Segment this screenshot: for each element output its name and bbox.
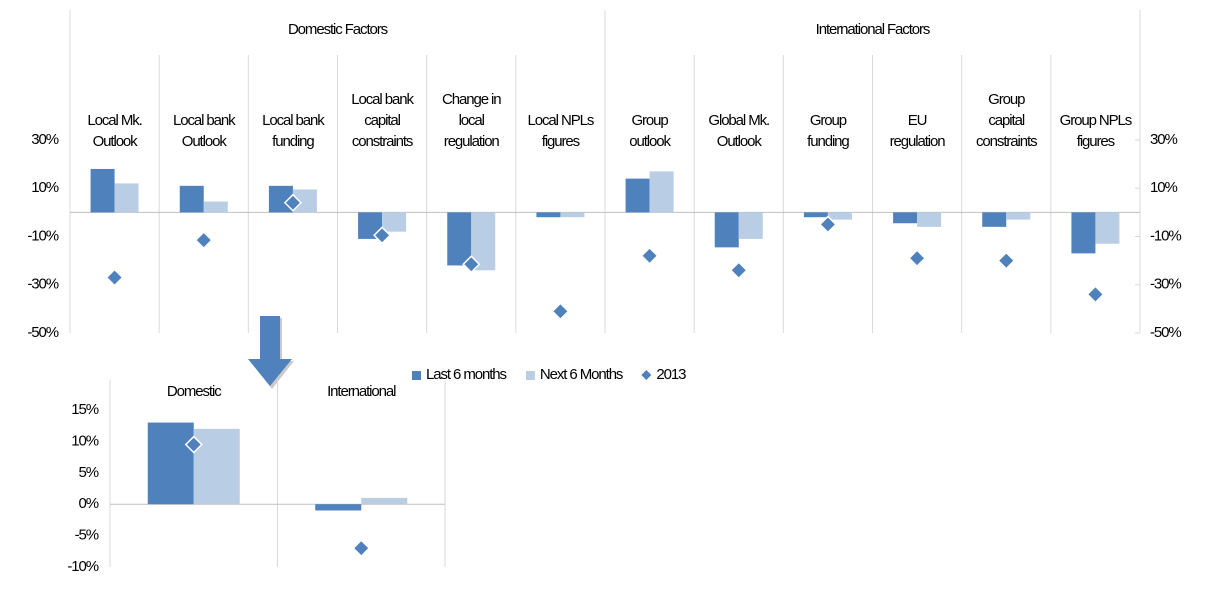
y-tick-label-right: -50%	[1150, 324, 1181, 341]
marker	[105, 268, 124, 287]
legend-swatch	[641, 370, 652, 380]
y-tick-label: 30%	[31, 131, 58, 148]
marker	[283, 193, 302, 212]
x-tick-label: Local bank	[351, 91, 414, 108]
x-tick-label: Group NPLs	[1060, 112, 1132, 129]
y-tick-label-right: 30%	[1150, 131, 1177, 148]
group-label: Domestic Factors	[288, 21, 388, 38]
marker	[818, 215, 837, 234]
x-tick-label: Local NPLs	[528, 112, 594, 129]
marker	[352, 539, 371, 558]
bar	[714, 212, 739, 248]
legend-label: Next 6 Months	[540, 366, 623, 383]
bar	[114, 183, 139, 213]
x-tick-label: funding	[807, 133, 849, 150]
marker	[908, 249, 927, 268]
x-tick-label: constraints	[976, 133, 1037, 150]
x-tick-label: figures	[1077, 133, 1115, 150]
bar	[625, 178, 650, 213]
x-tick-label: Local Mk.	[87, 112, 141, 129]
x-tick-label: Outlook	[717, 133, 763, 150]
bar	[447, 212, 472, 266]
x-tick-label: figures	[542, 133, 580, 150]
y-tick-label-right: 10%	[1150, 179, 1177, 196]
legend-label: Last 6 months	[426, 366, 507, 383]
bar	[982, 212, 1007, 227]
y-tick-label: -30%	[27, 276, 58, 293]
y-tick-label: 10%	[71, 432, 98, 449]
x-tick-label: Local bank	[173, 112, 236, 129]
bar	[193, 428, 240, 505]
x-tick-label: Domestic	[167, 383, 222, 400]
bar	[292, 189, 317, 213]
bar	[1095, 212, 1120, 244]
x-tick-label: Group	[631, 112, 668, 129]
x-tick-label: regulation	[890, 133, 946, 150]
y-tick-label-right: -30%	[1150, 276, 1181, 293]
x-tick-label: Group	[988, 91, 1025, 108]
marker	[1086, 285, 1105, 304]
bar	[203, 201, 228, 213]
legend-swatch	[525, 371, 535, 380]
bar	[147, 422, 194, 505]
x-tick-label: capital	[988, 112, 1024, 129]
x-tick-label: constraints	[352, 133, 413, 150]
bar	[803, 212, 828, 218]
x-tick-label: International	[327, 383, 396, 400]
x-tick-label: regulation	[444, 133, 500, 150]
y-tick-label: -50%	[27, 324, 58, 341]
x-tick-label: EU	[908, 112, 927, 129]
bar	[361, 497, 408, 505]
bar	[560, 212, 585, 218]
bar	[738, 212, 763, 239]
y-tick-label: 5%	[79, 464, 99, 481]
bar	[179, 185, 204, 213]
marker	[184, 435, 203, 454]
marker	[551, 302, 570, 321]
marker	[462, 255, 481, 274]
marker	[640, 246, 659, 265]
legend-label: 2013	[656, 366, 686, 383]
marker	[997, 251, 1016, 270]
y-tick-label: -5%	[75, 527, 99, 544]
y-tick-label: 0%	[79, 495, 99, 512]
bar	[893, 212, 918, 224]
x-tick-label: capital	[364, 112, 400, 129]
x-tick-label: Outlook	[93, 133, 139, 150]
bar	[90, 168, 115, 213]
x-tick-label: Global Mk.	[708, 112, 769, 129]
legend-swatch	[412, 371, 421, 380]
y-tick-label: 10%	[31, 179, 58, 196]
group-label: International Factors	[816, 21, 930, 38]
y-tick-label-right: -10%	[1150, 227, 1181, 244]
bar	[827, 212, 852, 220]
bar	[1071, 212, 1096, 254]
y-tick-label: -10%	[67, 558, 98, 575]
bar	[315, 504, 362, 511]
bar	[536, 212, 561, 218]
y-tick-label: -10%	[27, 227, 58, 244]
x-tick-label: local	[459, 112, 485, 129]
marker	[729, 261, 748, 280]
y-tick-label: 15%	[71, 401, 98, 418]
x-tick-label: Change in	[442, 91, 501, 108]
bar	[1006, 212, 1031, 220]
marker	[373, 226, 392, 245]
marker	[194, 231, 213, 250]
arrow	[248, 316, 294, 389]
x-tick-label: Group	[810, 112, 847, 129]
x-tick-label: outlook	[629, 133, 671, 150]
x-tick-label: funding	[272, 133, 314, 150]
x-tick-label: Local bank	[262, 112, 325, 129]
bar	[649, 171, 674, 213]
bar	[917, 212, 942, 227]
bar	[382, 212, 407, 232]
x-tick-label: Outlook	[182, 133, 228, 150]
